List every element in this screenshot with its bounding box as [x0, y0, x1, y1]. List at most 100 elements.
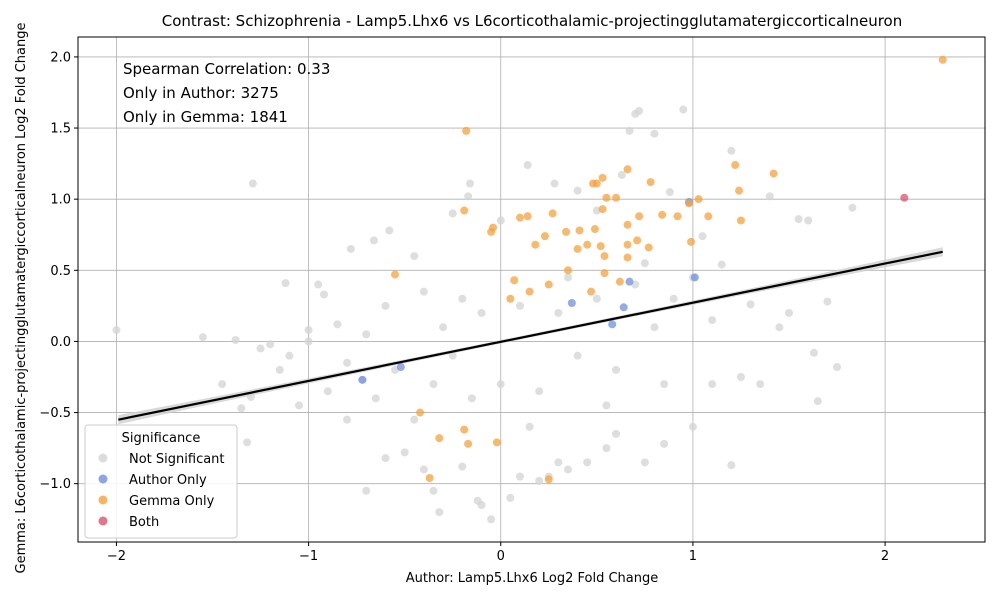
point-not-significant — [237, 404, 246, 413]
chart-title: Contrast: Schizophrenia - Lamp5.Lhx6 vs … — [162, 12, 902, 30]
point-not-significant — [285, 351, 294, 360]
point-not-significant — [487, 515, 496, 524]
y-tick-label: 0.5 — [50, 264, 71, 279]
point-not-significant — [256, 344, 265, 353]
point-not-significant — [506, 493, 515, 502]
point-gemma-only — [425, 473, 434, 482]
point-not-significant — [550, 179, 559, 188]
x-axis-label: Author: Lamp5.Lhx6 Log2 Fold Change — [406, 571, 659, 586]
point-not-significant — [809, 348, 818, 357]
legend-marker-gemma-only — [98, 495, 108, 505]
point-gemma-only — [460, 206, 469, 215]
legend-marker-both — [98, 516, 108, 526]
point-gemma-only — [592, 179, 601, 188]
point-gemma-only — [598, 205, 607, 214]
point-not-significant — [496, 216, 505, 225]
x-tick-label: −1 — [299, 549, 318, 564]
y-tick-label: 2.0 — [50, 50, 71, 65]
point-gemma-only — [644, 243, 653, 252]
point-author-only — [619, 303, 628, 312]
point-not-significant — [458, 294, 467, 303]
point-not-significant — [554, 458, 563, 467]
point-not-significant — [612, 429, 621, 438]
point-not-significant — [756, 380, 765, 389]
point-gemma-only — [633, 236, 642, 245]
legend-title: Significance — [122, 431, 201, 446]
point-gemma-only — [515, 213, 524, 222]
point-not-significant — [275, 365, 284, 374]
point-gemma-only — [694, 195, 703, 204]
point-author-only — [567, 299, 576, 308]
point-not-significant — [419, 465, 428, 474]
point-gemma-only — [464, 439, 473, 448]
point-gemma-only — [623, 165, 632, 174]
legend: Significance Not Significant Author Only… — [84, 424, 238, 539]
point-not-significant — [650, 323, 659, 332]
point-not-significant — [573, 351, 582, 360]
point-not-significant — [410, 252, 419, 261]
point-not-significant — [736, 372, 745, 381]
point-gemma-only — [938, 55, 947, 64]
point-gemma-only — [460, 425, 469, 434]
point-not-significant — [314, 280, 323, 289]
point-not-significant — [346, 244, 355, 253]
point-gemma-only — [523, 212, 532, 221]
point-gemma-only — [685, 199, 694, 208]
point-not-significant — [410, 415, 419, 424]
point-gemma-only — [623, 240, 632, 249]
point-gemma-only — [391, 270, 400, 279]
point-not-significant — [688, 422, 697, 431]
point-gemma-only — [506, 294, 515, 303]
point-not-significant — [717, 260, 726, 269]
point-not-significant — [304, 337, 313, 346]
point-both — [900, 193, 909, 202]
point-not-significant — [448, 209, 457, 218]
x-tick-label: 2 — [881, 549, 889, 564]
point-gemma-only — [587, 287, 596, 296]
point-gemma-only — [600, 269, 609, 278]
point-not-significant — [698, 232, 707, 241]
point-not-significant — [708, 316, 717, 325]
x-tick-label: −2 — [107, 549, 126, 564]
point-not-significant — [369, 236, 378, 245]
y-tick-label: 0.0 — [50, 335, 71, 350]
point-author-only — [690, 273, 699, 282]
point-not-significant — [419, 287, 428, 296]
point-author-only — [608, 320, 617, 329]
point-not-significant — [775, 323, 784, 332]
point-not-significant — [602, 401, 611, 410]
point-gemma-only — [704, 212, 713, 221]
point-not-significant — [794, 215, 803, 224]
point-not-significant — [535, 387, 544, 396]
point-not-significant — [727, 461, 736, 470]
point-not-significant — [813, 397, 822, 406]
point-not-significant — [496, 380, 505, 389]
point-author-only — [358, 375, 367, 384]
point-not-significant — [515, 472, 524, 481]
x-axis-ticks: −2 −1 0 1 2 — [107, 542, 889, 564]
point-gemma-only — [575, 226, 584, 235]
point-gemma-only — [612, 193, 621, 202]
point-gemma-only — [602, 193, 611, 202]
y-tick-label: −0.5 — [39, 406, 71, 421]
point-not-significant — [727, 146, 736, 155]
point-not-significant — [464, 192, 473, 201]
x-tick-label: 1 — [689, 549, 697, 564]
point-gemma-only — [731, 161, 740, 170]
point-gemma-only — [769, 169, 778, 178]
point-not-significant — [198, 333, 207, 342]
point-gemma-only — [564, 266, 573, 275]
point-gemma-only — [562, 227, 571, 236]
point-not-significant — [323, 387, 332, 396]
point-gemma-only — [646, 178, 655, 187]
point-not-significant — [592, 294, 601, 303]
point-not-significant — [467, 394, 476, 403]
point-not-significant — [362, 486, 371, 495]
point-not-significant — [362, 330, 371, 339]
legend-label-gemma-only: Gemma Only — [129, 494, 215, 509]
point-not-significant — [640, 259, 649, 268]
regression-line — [118, 250, 943, 421]
point-gemma-only — [531, 240, 540, 249]
point-not-significant — [400, 448, 409, 457]
point-not-significant — [429, 380, 438, 389]
